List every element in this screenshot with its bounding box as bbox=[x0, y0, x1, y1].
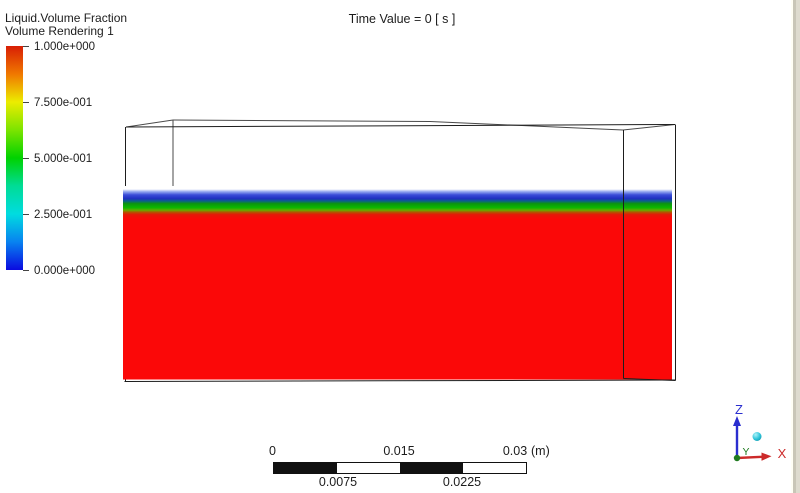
time-value-title: Time Value = 0 [ s ] bbox=[348, 12, 456, 26]
z-axis-arrow bbox=[733, 416, 741, 426]
colorbar-tick bbox=[23, 214, 29, 215]
colorbar-label: 0.000e+000 bbox=[34, 265, 96, 277]
ruler-segment bbox=[337, 463, 400, 473]
colorbar-tick bbox=[23, 46, 29, 47]
colorbar-label: 2.500e-001 bbox=[34, 209, 93, 221]
colorbar-label: 7.500e-001 bbox=[34, 97, 93, 109]
box-edge-bottom-right bbox=[623, 378, 676, 381]
x-axis-arrow bbox=[761, 452, 772, 461]
ruler-label-q1: 0.0075 bbox=[318, 475, 358, 489]
axis-triad[interactable]: Z X Y bbox=[733, 402, 787, 462]
box-edge-front-top bbox=[125, 124, 676, 128]
box-edge-back-top bbox=[172, 119, 624, 131]
ruler-segment bbox=[400, 463, 463, 473]
pivot-ball-icon bbox=[752, 432, 762, 441]
legend-subtitle: Volume Rendering 1 bbox=[5, 24, 114, 38]
window-edge-strip bbox=[791, 0, 800, 493]
colorbar-tick bbox=[23, 158, 29, 159]
ruler-unit-label: (m) bbox=[531, 444, 550, 458]
colorbar-tick bbox=[23, 270, 29, 271]
box-edge-top-right bbox=[622, 124, 676, 131]
colorbar-label: 5.000e-001 bbox=[34, 153, 93, 165]
ruler-label-max: 0.03 bbox=[502, 444, 528, 458]
box-wireframe-overlay bbox=[124, 130, 677, 382]
ruler-segment bbox=[274, 463, 337, 473]
ruler-label-q3: 0.0225 bbox=[442, 475, 482, 489]
box-wireframe-back bbox=[125, 119, 676, 201]
y-axis-dot[interactable] bbox=[733, 454, 741, 462]
ruler-label-mid: 0.015 bbox=[383, 444, 415, 458]
colorbar-label: 1.000e+000 bbox=[34, 41, 96, 53]
liquid-volume-rendering bbox=[123, 186, 672, 380]
y-axis-label: Y bbox=[742, 446, 749, 458]
box-edge-top-left bbox=[125, 119, 174, 128]
box-edge-front-bottom bbox=[124, 379, 677, 382]
ruler-segment bbox=[463, 463, 526, 473]
scale-ruler bbox=[273, 462, 527, 474]
z-axis-label: Z bbox=[735, 402, 743, 417]
colorbar-tick bbox=[23, 102, 29, 103]
legend-header: Liquid.Volume Fraction Volume Rendering … bbox=[5, 12, 127, 38]
colorbar bbox=[6, 46, 23, 270]
x-axis-line[interactable] bbox=[736, 455, 763, 460]
ruler-label-0: 0 bbox=[269, 444, 276, 458]
legend-title: Liquid.Volume Fraction bbox=[5, 11, 128, 25]
x-axis-label: X bbox=[778, 446, 787, 461]
